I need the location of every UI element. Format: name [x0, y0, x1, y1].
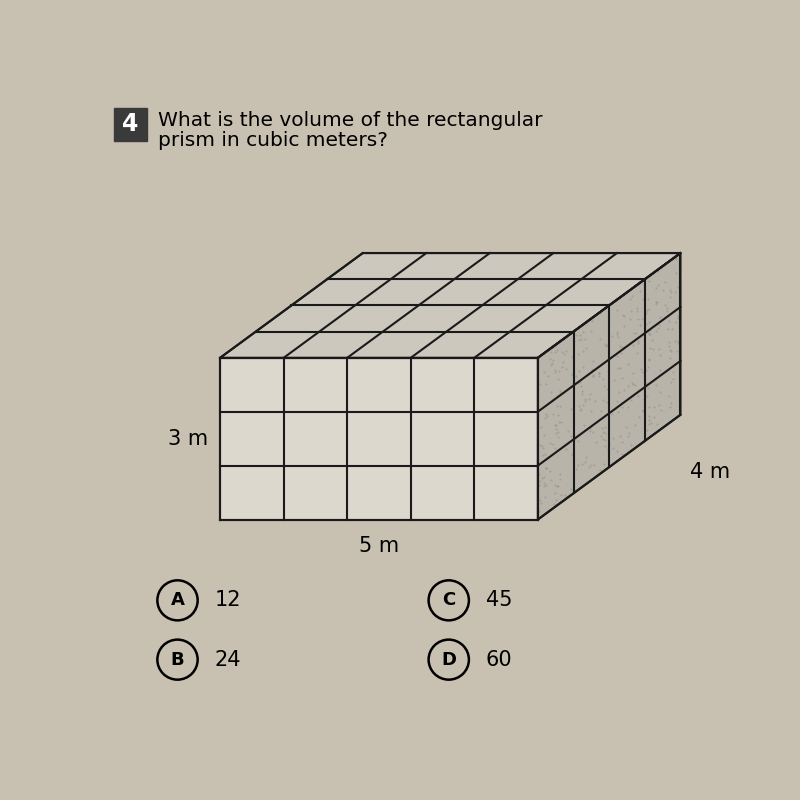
- Text: What is the volume of the rectangular: What is the volume of the rectangular: [158, 111, 542, 130]
- Text: 60: 60: [486, 650, 513, 670]
- Polygon shape: [220, 358, 538, 519]
- Text: 4: 4: [122, 113, 138, 137]
- FancyBboxPatch shape: [114, 108, 146, 141]
- Text: 5 m: 5 m: [359, 537, 399, 557]
- Polygon shape: [538, 253, 681, 519]
- Text: A: A: [170, 591, 185, 610]
- Text: C: C: [442, 591, 455, 610]
- Text: 12: 12: [214, 590, 242, 610]
- Text: prism in cubic meters?: prism in cubic meters?: [158, 131, 388, 150]
- Text: 24: 24: [214, 650, 242, 670]
- Polygon shape: [220, 253, 681, 358]
- Text: B: B: [170, 650, 184, 669]
- Text: 45: 45: [486, 590, 513, 610]
- Text: D: D: [442, 650, 456, 669]
- Text: 4 m: 4 m: [690, 462, 730, 482]
- Text: 3 m: 3 m: [168, 429, 209, 449]
